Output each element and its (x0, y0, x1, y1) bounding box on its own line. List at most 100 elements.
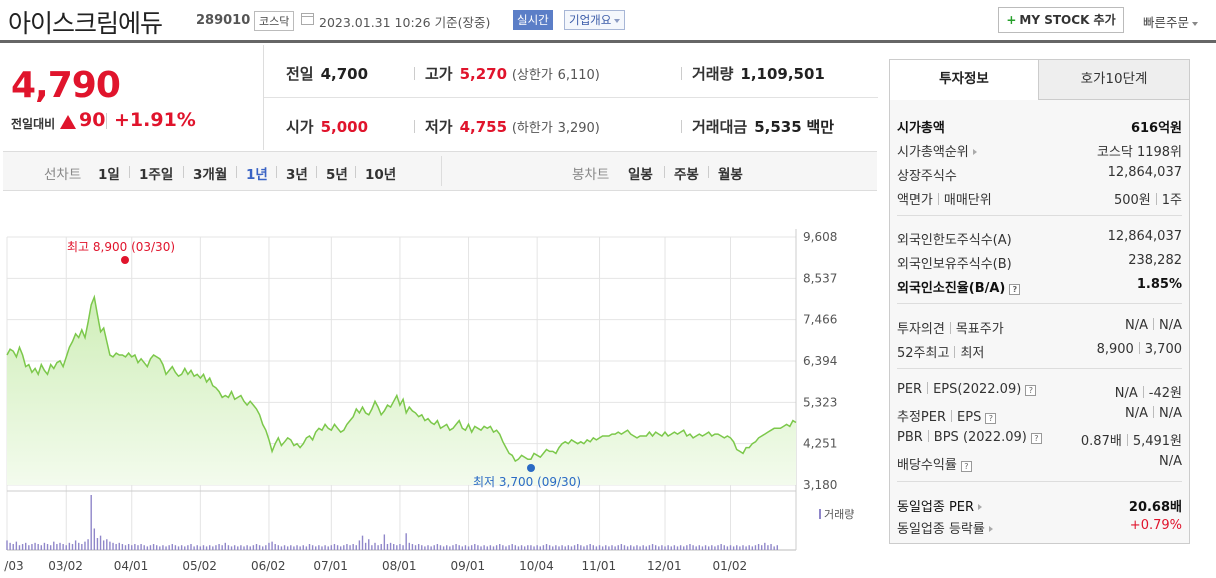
tab-3m[interactable]: 3개월 (193, 167, 228, 183)
volume-bar (277, 545, 280, 550)
face-value-row: 액면가 매매단위 500원 1주 (897, 193, 1182, 208)
volume-bar (90, 495, 92, 550)
volume-bar (486, 546, 488, 550)
volume-bar (754, 545, 757, 550)
volume-bar (184, 546, 186, 550)
tab-1y[interactable]: 1년 (246, 167, 268, 183)
market-cap-rank-row[interactable]: 시가총액순위 코스닥 1198위 (897, 145, 1182, 160)
volume-bar (296, 545, 298, 550)
volume-bar (146, 546, 149, 550)
volume-bar (654, 545, 657, 550)
help-icon[interactable]: ? (1025, 385, 1037, 396)
volume-bar (414, 545, 417, 550)
volume-bar (430, 546, 432, 550)
tab-10y[interactable]: 10년 (365, 167, 397, 183)
volume-bar (202, 545, 205, 550)
chevron-down-icon (1192, 21, 1199, 26)
volume-bar (109, 541, 111, 550)
volume-bar (396, 545, 398, 550)
volume-bar (449, 546, 451, 550)
volume-bar (439, 545, 442, 550)
tab-3y[interactable]: 3년 (286, 167, 308, 183)
tab-1d[interactable]: 1일 (98, 167, 120, 183)
y-tick-label: 5,323 (803, 395, 837, 409)
volume-bar (286, 546, 289, 550)
volume-bar (523, 546, 526, 550)
volume-bar (751, 546, 754, 550)
current-price-box: 4,790 전일대비 90 +1.91% (3, 45, 264, 150)
volume-bar (159, 546, 161, 550)
volume-bar (6, 540, 8, 550)
stat-low: 저가 4,755 (하한가 3,290) (414, 116, 600, 137)
market-cap-row: 시가총액 616억원 (897, 121, 1182, 136)
tab-weekly[interactable]: 주봉 (674, 167, 699, 183)
volume-bar (760, 545, 763, 550)
tab-investment-info[interactable]: 투자정보 (890, 60, 1039, 100)
volume-bar (258, 545, 261, 550)
volume-bar (321, 546, 323, 550)
tab-daily[interactable]: 일봉 (628, 167, 653, 183)
volume-bar (558, 546, 560, 550)
volume-bar (592, 545, 594, 550)
volume-bar (461, 546, 464, 550)
realtime-badge[interactable]: 실시간 (513, 10, 553, 30)
help-icon[interactable]: ? (1009, 284, 1021, 295)
volume-bar (330, 545, 333, 550)
stat-volume: 거래량 1,109,501 (681, 63, 825, 84)
volume-bar (673, 545, 676, 550)
tab-5y[interactable]: 5년 (326, 167, 348, 183)
chevron-right-icon (978, 504, 983, 510)
sector-per-row[interactable]: 동일업종 PER 20.68배 (897, 500, 1182, 515)
tab-monthly[interactable]: 월봉 (718, 167, 743, 183)
help-icon[interactable]: ? (960, 461, 972, 472)
volume-bar (433, 545, 435, 550)
volume-bar (31, 544, 33, 550)
tab-order-book[interactable]: 호가10단계 (1039, 60, 1189, 100)
volume-bar (81, 544, 83, 550)
volume-bar (355, 545, 357, 550)
volume-bar (626, 546, 629, 550)
volume-bar (576, 544, 579, 550)
volume-bar (71, 544, 74, 550)
quick-order-dropdown[interactable]: 빠른주문 (1143, 12, 1199, 31)
volume-bar (695, 546, 697, 550)
help-icon[interactable]: ? (985, 413, 997, 424)
volume-bar (324, 545, 326, 550)
volume-bar (237, 546, 239, 550)
volume-bar (729, 545, 732, 550)
help-icon[interactable]: ? (1030, 433, 1042, 444)
volume-bar (311, 545, 314, 550)
volume-bar (386, 544, 389, 550)
tab-1w[interactable]: 1주일 (139, 167, 174, 183)
volume-bar (717, 545, 719, 550)
volume-bar (399, 544, 401, 550)
volume-bar (68, 542, 71, 550)
change-label: 전일대비 (11, 117, 56, 131)
volume-bar (246, 545, 248, 550)
stock-header: 아이스크림에듀 289010 코스닥 2023.01.31 10:26 기준(장… (0, 0, 1216, 43)
stat-amount: 거래대금 5,535 백만 (681, 116, 834, 137)
volume-bar (87, 539, 89, 550)
volume-bar (343, 545, 345, 550)
volume-bar (280, 546, 283, 550)
volume-bar (131, 545, 133, 550)
volume-bar (667, 545, 669, 550)
company-info-dropdown[interactable]: 기업개요 (564, 10, 626, 30)
candle-chart-header: 봉차트 (572, 167, 610, 183)
market-badge: 코스닥 (254, 11, 295, 31)
volume-bar (605, 545, 607, 550)
volume-bar (617, 545, 619, 550)
sector-change-row[interactable]: 동일업종 등락률 +0.79% (897, 518, 1182, 537)
volume-bar (143, 545, 145, 550)
volume-bar (174, 545, 177, 550)
volume-bar (645, 546, 648, 550)
volume-bar (539, 546, 541, 550)
volume-bar (686, 545, 688, 550)
price-chart[interactable]: 9,608 8,537 7,466 6,394 5,323 4,251 3,180 02/03… (3, 193, 877, 578)
volume-bar (689, 544, 691, 550)
volume-bar (555, 545, 557, 550)
x-tick-label: 06/02 (251, 559, 286, 573)
mystock-add-button[interactable]: + MY STOCK 추가 (998, 7, 1124, 33)
volume-bar (49, 545, 52, 550)
y-tick-label: 9,608 (803, 230, 837, 244)
